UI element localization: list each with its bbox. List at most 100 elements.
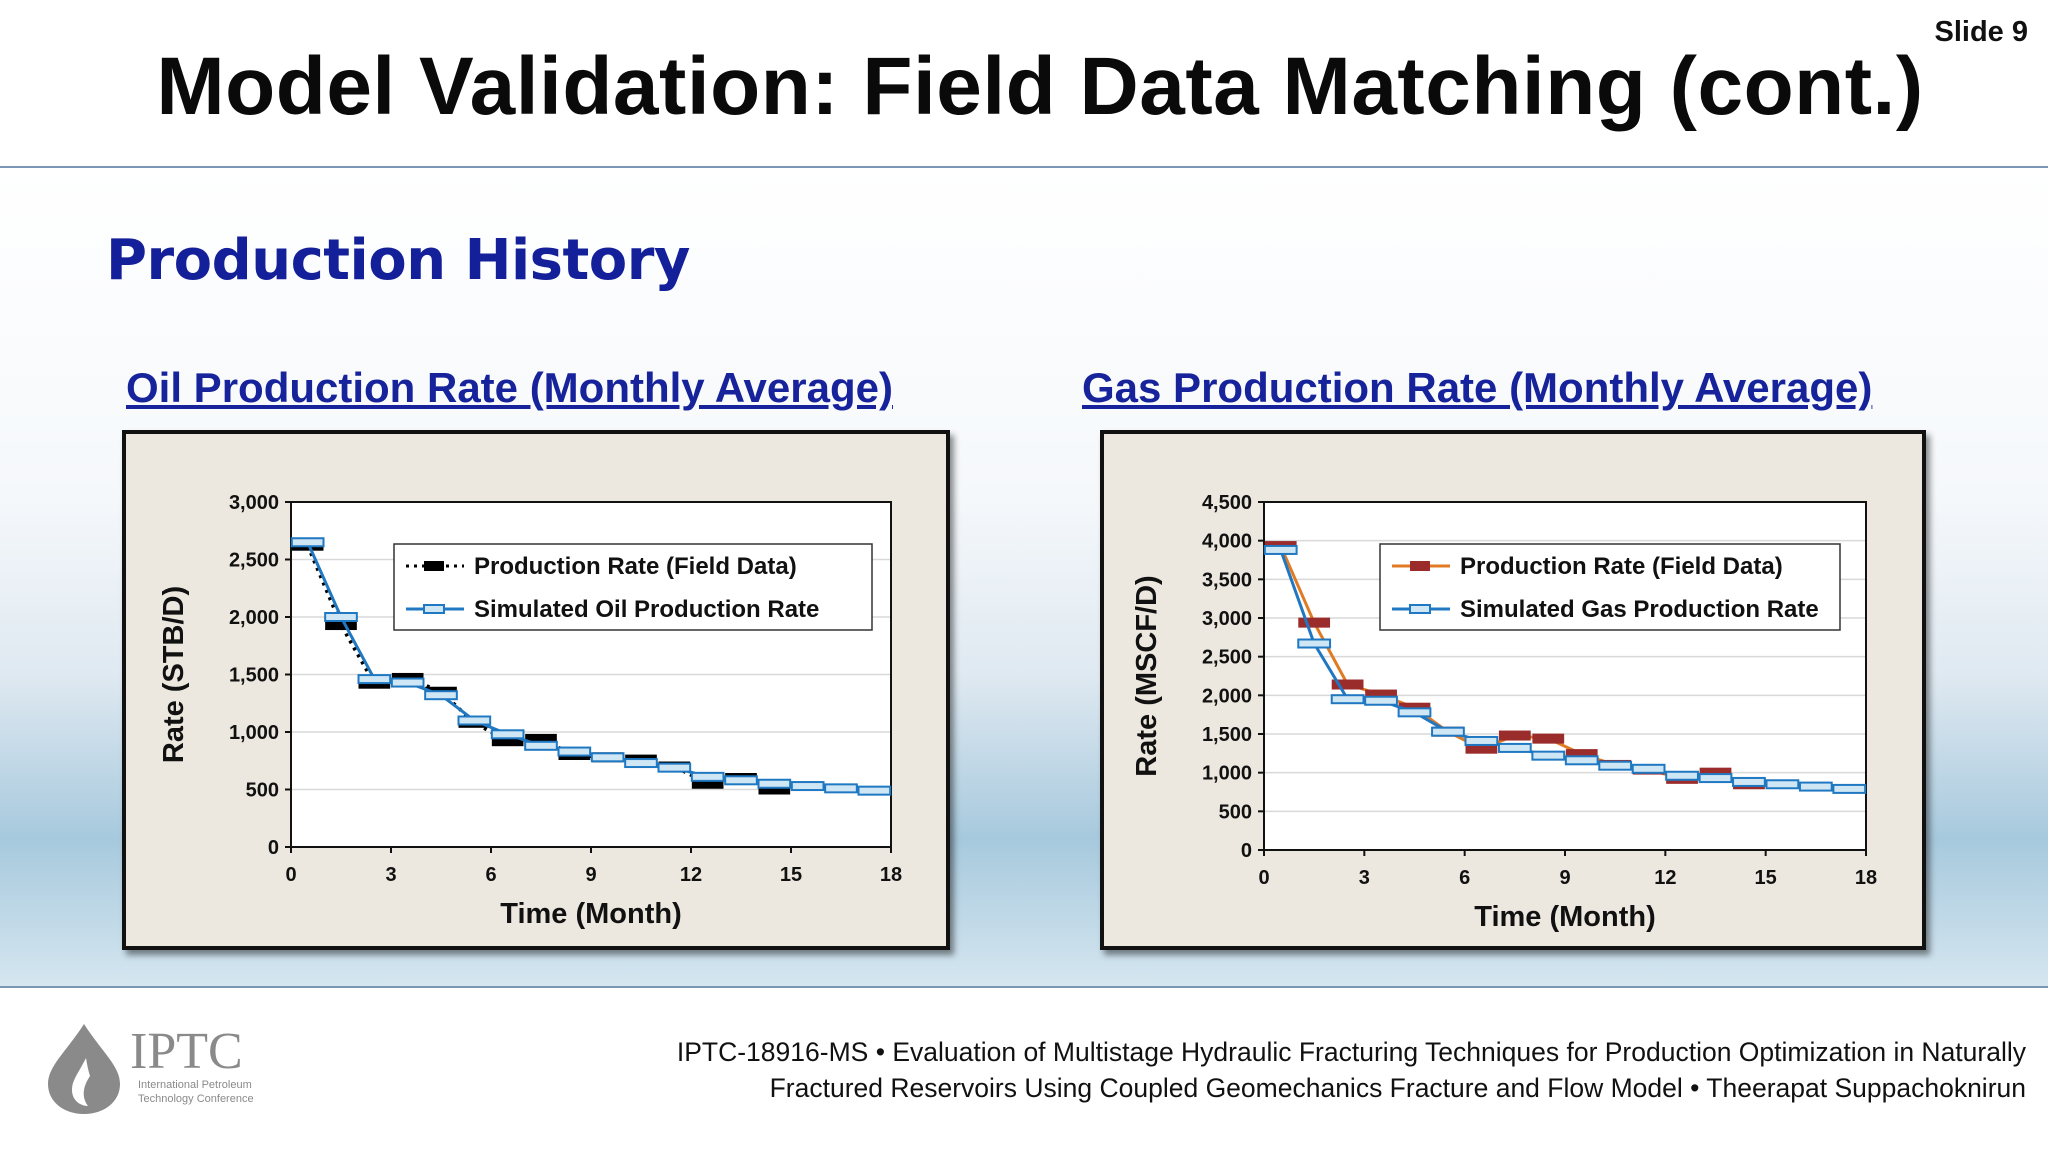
- y-axis-title: Rate (MSCF/D): [1131, 575, 1163, 776]
- footer-citation: IPTC-18916-MS • Evaluation of Multistage…: [677, 1034, 2026, 1106]
- series-marker-1: [1598, 760, 1633, 771]
- y-tick-label: 3,000: [1202, 608, 1252, 630]
- series-marker-0: [1532, 733, 1565, 744]
- y-tick-label: 1,000: [1202, 763, 1252, 785]
- series-marker-0: [325, 620, 357, 631]
- series-marker-1: [1464, 735, 1499, 746]
- x-tick-label: 0: [285, 864, 296, 886]
- series-marker-1: [1665, 770, 1699, 781]
- series-marker-1: [724, 775, 758, 786]
- y-tick-label: 4,500: [1202, 492, 1252, 514]
- series-marker-0: [1331, 679, 1364, 690]
- x-tick-label: 9: [585, 864, 596, 886]
- series-marker-1: [1330, 694, 1365, 705]
- y-tick-label: 2,000: [1202, 685, 1252, 707]
- gas-chart-panel: 0 500 1,000 1,500 2,000 2,500 3,000 3,500 4,000 4…: [1100, 430, 1926, 950]
- series-marker-0: [1699, 767, 1732, 778]
- x-tick-label: 12: [1654, 867, 1676, 889]
- series-marker-1: [824, 783, 858, 794]
- series-marker-0: [491, 736, 524, 747]
- series-marker-0: [1465, 743, 1498, 754]
- series-marker-1: [757, 778, 792, 789]
- section-heading: Production History: [106, 228, 690, 293]
- oil-chart: 0 500 1,000 1,500 2,000 2,500 3,000 0 3 6 9 12 15 18 T…: [158, 492, 902, 930]
- series-marker-1: [424, 690, 458, 701]
- x-tick-label: 12: [680, 864, 702, 886]
- footer-line-1: IPTC-18916-MS • Evaluation of Multistage…: [676, 1037, 2026, 1067]
- series-marker-1: [457, 715, 492, 726]
- x-tick-label: 3: [385, 864, 396, 886]
- series-marker-1: [590, 752, 625, 763]
- y-tick-label: 1,500: [229, 665, 279, 687]
- legend-label-1: Simulated Gas Production Rate: [1460, 596, 1819, 623]
- series-marker-1: [1798, 781, 1833, 792]
- y-tick-label: 2,500: [1202, 647, 1252, 669]
- legend-label-0: Production Rate (Field Data): [1460, 553, 1783, 580]
- series-marker-1: [390, 677, 425, 688]
- x-tick-label: 18: [1855, 867, 1877, 889]
- y-tick-label: 1,000: [229, 722, 279, 744]
- gas-chart: 0 500 1,000 1,500 2,000 2,500 3,000 3,500 4,000 4…: [1131, 492, 1877, 933]
- legend-marker-1: [423, 604, 445, 614]
- series-marker-1: [1698, 773, 1733, 784]
- x-tick-label: 6: [1459, 867, 1470, 889]
- x-tick-label: 3: [1359, 867, 1370, 889]
- series-marker-1: [1765, 779, 1800, 790]
- series-marker-1: [1832, 783, 1867, 794]
- series-marker-0: [525, 733, 557, 744]
- series-marker-1: [1564, 755, 1599, 766]
- y-tick-label: 0: [1241, 840, 1252, 862]
- series-marker-0: [758, 784, 791, 795]
- logo-acronym: IPTC: [130, 1023, 243, 1080]
- series-marker-0: [1365, 689, 1397, 700]
- legend-box: [393, 543, 873, 631]
- x-tick-label: 6: [485, 864, 496, 886]
- y-tick-label: 2,500: [229, 550, 279, 572]
- y-tick-label: 0: [268, 837, 279, 859]
- series-marker-1: [1431, 726, 1465, 737]
- series-marker-1: [624, 758, 658, 769]
- series-marker-1: [1531, 750, 1566, 761]
- x-tick-label: 18: [880, 864, 902, 886]
- series-marker-1: [1732, 776, 1766, 787]
- y-tick-label: 500: [1219, 801, 1252, 823]
- series-marker-0: [691, 778, 724, 789]
- series-marker-0: [1498, 730, 1531, 741]
- series-marker-1: [524, 740, 558, 751]
- gas-chart-title: Gas Production Rate (Monthly Average): [1082, 364, 1873, 411]
- x-axis-title: Time (Month): [500, 898, 682, 930]
- series-marker-1: [1397, 707, 1432, 718]
- series-marker-1: [357, 674, 392, 685]
- series-marker-1: [790, 781, 825, 792]
- y-axis-title: Rate (STB/D): [158, 586, 190, 763]
- legend-label-1: Simulated Oil Production Rate: [474, 596, 819, 623]
- oil-chart-panel: 0 500 1,000 1,500 2,000 2,500 3,000 0 3 6 9 12 15 18 T…: [122, 430, 950, 950]
- x-tick-label: 9: [1559, 867, 1570, 889]
- series-marker-1: [490, 729, 525, 740]
- series-marker-1: [1263, 544, 1298, 555]
- y-tick-label: 1,500: [1202, 724, 1252, 746]
- slide-title: Model Validation: Field Data Matching (c…: [156, 41, 1924, 132]
- legend-marker-1: [1409, 604, 1431, 614]
- y-tick-label: 500: [246, 780, 279, 802]
- x-tick-label: 15: [780, 864, 802, 886]
- logo-line2: Technology Conference: [138, 1093, 254, 1105]
- series-marker-1: [324, 612, 358, 622]
- series-marker-1: [1297, 638, 1332, 649]
- series-marker-1: [1631, 763, 1666, 774]
- series-marker-0: [1298, 617, 1331, 628]
- series-marker-1: [857, 785, 892, 796]
- x-tick-label: 15: [1755, 867, 1777, 889]
- legend-marker-0: [424, 561, 444, 571]
- series-marker-1: [657, 762, 692, 773]
- legend-box: [1379, 543, 1841, 631]
- series-marker-1: [290, 537, 325, 548]
- y-tick-label: 4,000: [1202, 531, 1252, 553]
- oil-chart-title: Oil Production Rate (Monthly Average): [126, 364, 893, 411]
- series-marker-1: [1364, 695, 1398, 706]
- slide-number: Slide 9: [1934, 16, 2029, 48]
- series-marker-1: [1497, 742, 1532, 753]
- series-marker-0: [1565, 749, 1598, 760]
- x-tick-label: 0: [1258, 867, 1269, 889]
- x-axis-title: Time (Month): [1474, 901, 1656, 933]
